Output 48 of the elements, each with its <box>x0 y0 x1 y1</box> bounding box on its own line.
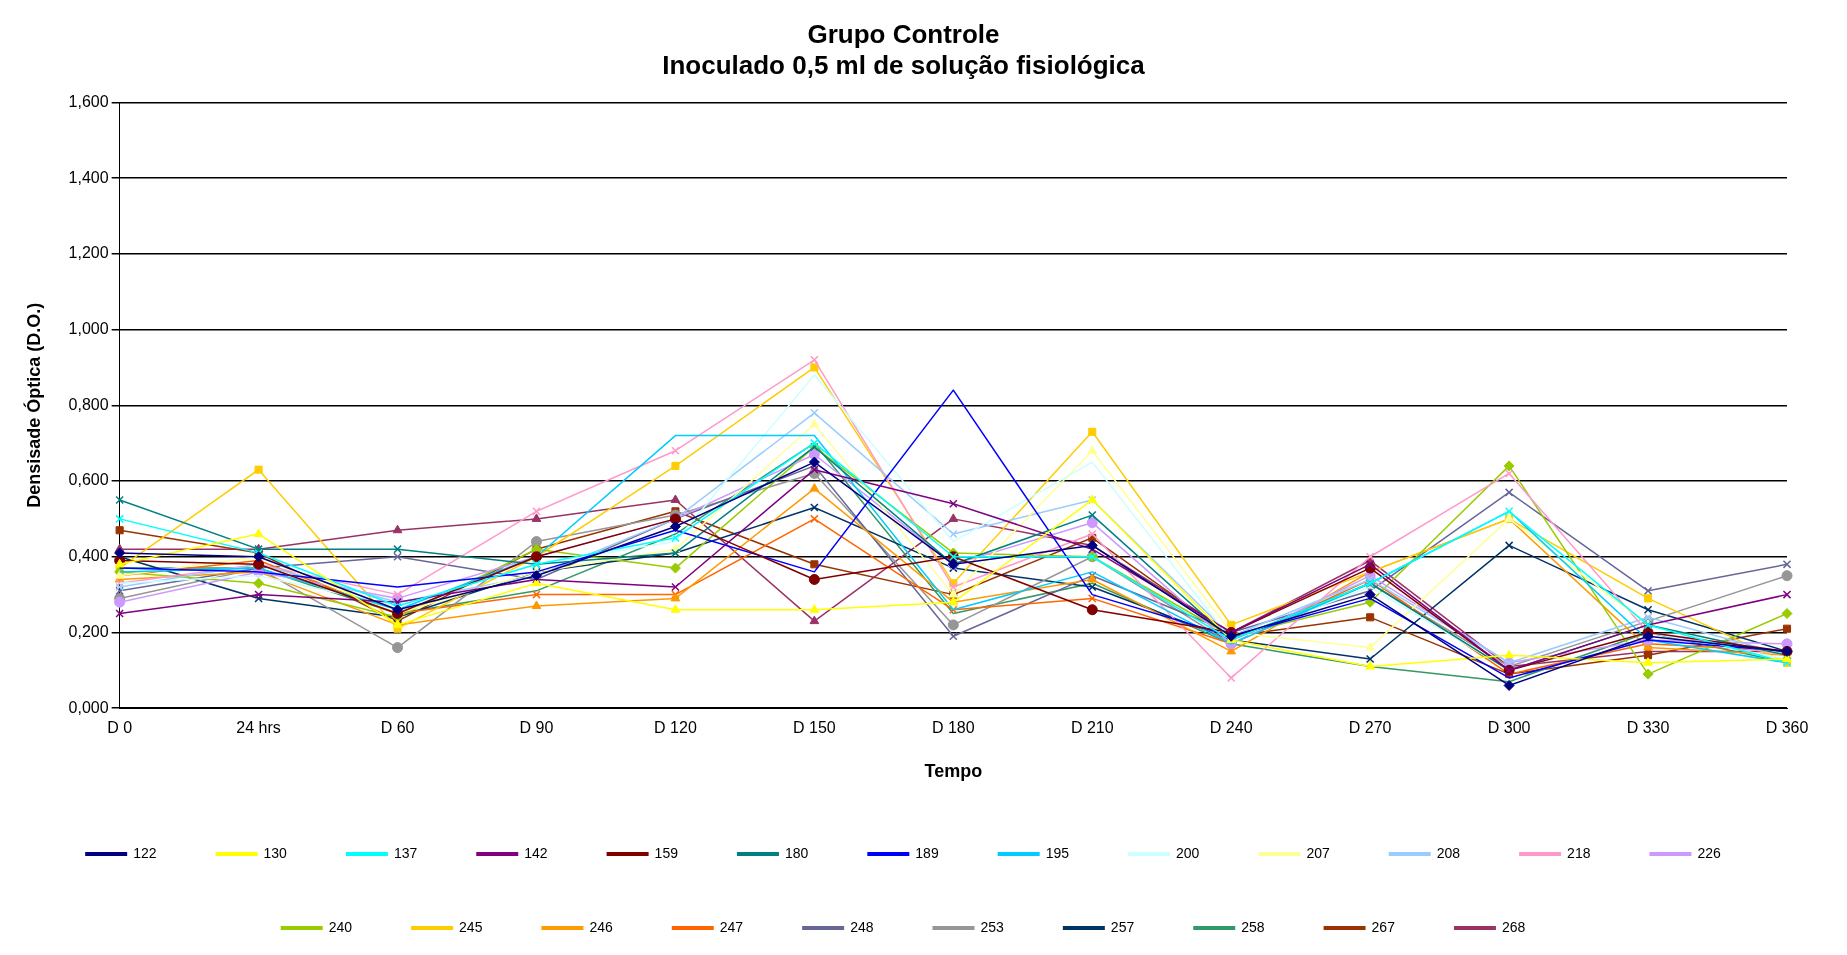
legend-label: 257 <box>1110 918 1135 935</box>
legend-label: 189 <box>915 844 939 861</box>
legend-label: 248 <box>850 918 874 935</box>
x-tick-label: D 60 <box>380 719 415 737</box>
legend-label: 200 <box>1176 844 1200 861</box>
legend-label: 240 <box>328 918 353 935</box>
legend-label: 258 <box>1241 918 1265 935</box>
x-tick-label: D 360 <box>1765 719 1809 737</box>
y-tick-label: 1,200 <box>68 244 109 262</box>
y-tick-label: 0,400 <box>68 547 109 565</box>
y-tick-label: 1,400 <box>68 168 109 186</box>
legend-label: 122 <box>133 844 157 861</box>
legend-label: 180 <box>784 844 809 861</box>
legend-label: 142 <box>524 844 548 861</box>
x-tick-label: D 300 <box>1487 719 1531 737</box>
x-tick-label: D 240 <box>1209 719 1253 737</box>
legend-label: 253 <box>980 918 1005 935</box>
x-tick-label: D 330 <box>1626 719 1670 737</box>
x-tick-label: D 0 <box>107 719 133 737</box>
legend-label: 137 <box>393 844 418 861</box>
legend-label: 218 <box>1567 844 1591 861</box>
x-tick-label: D 180 <box>931 719 975 737</box>
legend-label: 208 <box>1436 844 1461 861</box>
x-tick-label: D 120 <box>654 719 697 737</box>
legend-label: 207 <box>1306 844 1330 861</box>
y-tick-label: 1,600 <box>68 92 109 110</box>
y-tick-label: 0,800 <box>68 395 109 413</box>
y-tick-label: 0,200 <box>68 622 109 640</box>
legend-label: 195 <box>1045 844 1070 861</box>
legend-label: 226 <box>1697 844 1722 861</box>
x-tick-label: D 270 <box>1348 719 1392 737</box>
legend-label: 267 <box>1371 918 1396 935</box>
legend-label: 268 <box>1501 918 1526 935</box>
legend-label: 247 <box>719 918 744 935</box>
y-tick-label: 0,000 <box>68 698 109 716</box>
y-tick-label: 1,000 <box>68 319 109 337</box>
x-tick-label: D 90 <box>519 719 554 737</box>
x-tick-label: D 150 <box>793 719 836 737</box>
x-tick-label: 24 hrs <box>236 719 281 737</box>
x-tick-label: D 210 <box>1070 719 1114 737</box>
x-axis-title: Tempo <box>924 761 983 782</box>
y-tick-label: 0,600 <box>68 471 109 489</box>
legend-label: 245 <box>459 918 483 935</box>
chart-title: Grupo Controle Inoculado 0,5 ml de solução fisiológica <box>662 18 1146 80</box>
legend-label: 159 <box>654 844 679 861</box>
y-axis-title: Densisade Óptica (D.O.) <box>22 302 44 508</box>
legend-label: 246 <box>589 918 613 935</box>
legend-label: 130 <box>263 844 288 861</box>
